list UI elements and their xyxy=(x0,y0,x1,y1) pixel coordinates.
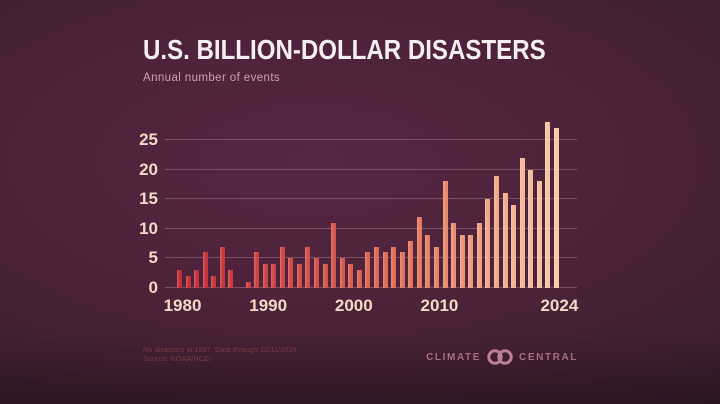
bar-1991 xyxy=(271,264,277,288)
bar-2020 xyxy=(519,157,525,288)
bar-1995 xyxy=(305,246,311,288)
bar-1990 xyxy=(262,264,268,288)
footnote: No disasters in 1987. Data through 12/11… xyxy=(143,346,299,364)
bar-1998 xyxy=(331,222,337,288)
x-tick-1990: 1990 xyxy=(249,296,288,315)
bar-1992 xyxy=(279,246,285,288)
gridline-0 xyxy=(165,287,577,288)
bar-2005 xyxy=(391,246,397,288)
bar-1988 xyxy=(245,282,251,288)
bar-1989 xyxy=(254,252,260,288)
bar-2024 xyxy=(553,128,559,288)
bar-2019 xyxy=(511,205,517,288)
bar-2016 xyxy=(485,199,491,288)
bar-2012 xyxy=(451,222,457,288)
y-axis-labels: 0 5 10 15 20 25 xyxy=(108,120,158,297)
bar-2000 xyxy=(348,264,354,288)
bar-1984 xyxy=(211,276,217,288)
y-tick-25: 25 xyxy=(139,130,158,149)
bar-2008 xyxy=(416,216,422,288)
bar-1994 xyxy=(296,264,302,288)
bar-1986 xyxy=(228,270,234,288)
bar-2009 xyxy=(425,234,431,288)
bar-2003 xyxy=(374,246,380,288)
x-tick-2024: 2024 xyxy=(540,296,579,315)
y-tick-5: 5 xyxy=(148,248,158,268)
bar-1999 xyxy=(339,258,345,288)
y-tick-0: 0 xyxy=(148,278,158,297)
bar-1997 xyxy=(322,264,328,288)
y-tick-10: 10 xyxy=(139,218,158,238)
bar-2021 xyxy=(528,169,534,288)
bar-2013 xyxy=(459,234,465,288)
bar-2004 xyxy=(382,252,388,288)
bar-2023 xyxy=(545,122,551,288)
bar-1983 xyxy=(202,252,208,288)
brand-word-central: CENTRAL xyxy=(519,351,578,363)
x-tick-2010: 2010 xyxy=(420,296,459,315)
bar-2002 xyxy=(365,252,371,288)
interlocking-rings-icon xyxy=(487,349,513,365)
bar-2022 xyxy=(536,181,542,288)
x-tick-1980: 1980 xyxy=(163,296,202,315)
brand-word-climate: CLIMATE xyxy=(426,351,482,363)
bar-1996 xyxy=(314,258,320,288)
bar-chart-plot-area xyxy=(165,120,577,288)
footnote-line2: Source: NOAA/NCEI xyxy=(143,356,211,363)
gridline-5 xyxy=(165,257,577,259)
bar-2011 xyxy=(442,181,448,288)
bar-2006 xyxy=(399,252,405,288)
gridline-10 xyxy=(165,227,577,229)
bar-2014 xyxy=(468,234,474,288)
bar-2018 xyxy=(502,193,508,288)
footnote-line1: No disasters in 1987. Data through 12/11… xyxy=(143,347,299,354)
x-tick-2000: 2000 xyxy=(334,296,373,315)
bar-2007 xyxy=(408,240,414,288)
gridline-15 xyxy=(165,198,577,200)
bar-2015 xyxy=(476,222,482,288)
chart-subtitle: Annual number of events xyxy=(143,72,281,84)
climate-central-logo: CLIMATE CENTRAL xyxy=(426,348,578,366)
bar-2001 xyxy=(356,270,362,288)
bar-2017 xyxy=(493,175,499,288)
bar-1985 xyxy=(219,246,225,288)
bar-2010 xyxy=(433,246,439,288)
gridline-25 xyxy=(165,139,577,140)
bar-1993 xyxy=(288,258,294,288)
bar-1981 xyxy=(185,276,191,288)
bar-1980 xyxy=(177,270,182,288)
chart-title: U.S. BILLION-DOLLAR DISASTERS xyxy=(143,34,546,65)
x-axis-labels: 1980 1990 2000 2010 2024 xyxy=(163,296,579,316)
y-tick-20: 20 xyxy=(139,159,158,179)
y-tick-15: 15 xyxy=(139,189,158,209)
gridline-20 xyxy=(165,168,577,170)
bar-1982 xyxy=(194,270,200,288)
